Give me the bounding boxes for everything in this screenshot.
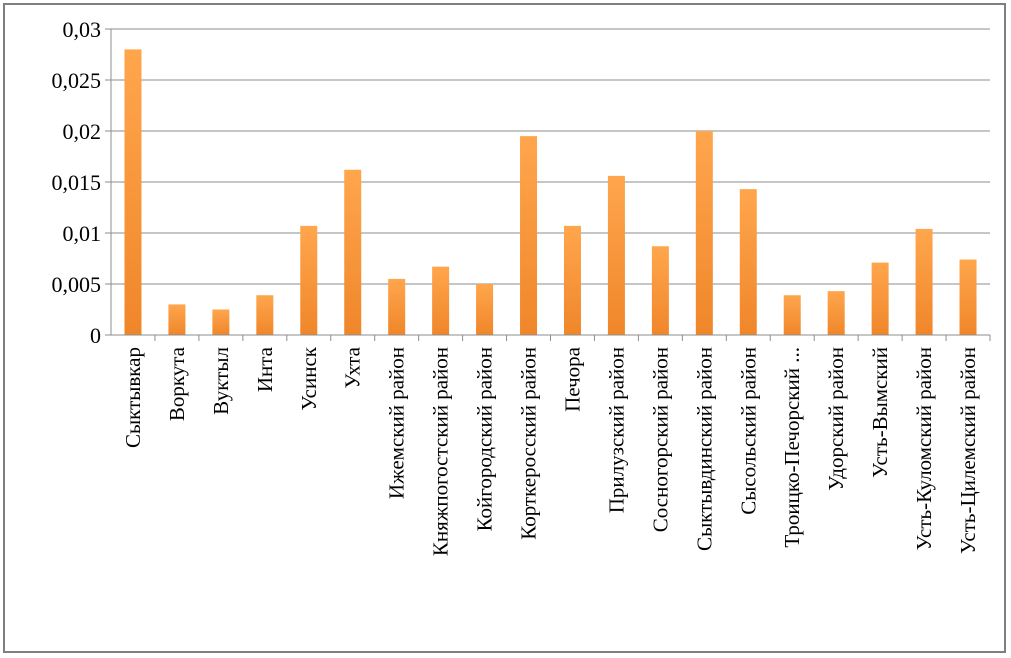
- gridlines: [105, 28, 990, 336]
- x-category-label: Усть-Куломский район: [912, 347, 936, 550]
- x-category-label: Инта: [253, 346, 277, 392]
- bar: [783, 295, 801, 335]
- bar: [607, 175, 625, 335]
- y-tick-label: 0,015: [52, 170, 102, 195]
- y-tick-label: 0,03: [63, 17, 102, 42]
- y-tick-label: 0: [90, 323, 101, 348]
- x-category-label: Воркута: [165, 346, 189, 421]
- x-category-label: Усть-Цилемский район: [956, 347, 980, 554]
- x-category-label: Удорский район: [824, 347, 848, 491]
- x-category-label: Койгородский район: [473, 347, 497, 531]
- bar: [300, 225, 318, 335]
- bar: [739, 189, 757, 335]
- bar-chart: 0 0,005 0,01 0,015 0,02 0,025 0,03 Сыктывкар Во…: [52, 17, 991, 556]
- bar: [256, 295, 274, 335]
- bar: [432, 266, 450, 335]
- x-category-label: Корткеросский район: [517, 347, 541, 540]
- bar: [168, 304, 186, 335]
- bar: [915, 228, 933, 335]
- axes: [110, 29, 991, 341]
- x-category-label: Сыктывкар: [121, 347, 145, 448]
- x-category-label: Усинск: [297, 346, 321, 410]
- x-category-label: Троицко-Печорский ...: [780, 347, 804, 548]
- bar: [827, 291, 845, 335]
- x-category-label: Ижемский район: [385, 347, 409, 499]
- bar: [212, 309, 230, 335]
- y-tick-label: 0,02: [63, 119, 102, 144]
- bar: [695, 131, 713, 335]
- x-category-label: Сыктывдинский район: [692, 347, 716, 551]
- y-tick-label: 0,025: [52, 68, 102, 93]
- bar: [959, 259, 977, 335]
- bar: [388, 278, 406, 335]
- x-category-label: Ухта: [341, 346, 365, 388]
- bar: [871, 262, 889, 335]
- bar: [563, 225, 581, 335]
- y-tick-label: 0,01: [63, 221, 102, 246]
- x-category-labels: Сыктывкар Воркута Вуктыл Инта Усинск Ухта Ижем…: [121, 346, 980, 556]
- bar: [124, 49, 142, 336]
- x-category-label: Усть-Вымский: [868, 347, 892, 478]
- bars: [124, 49, 977, 336]
- bar: [651, 246, 669, 335]
- x-category-label: Сысольский район: [736, 347, 760, 515]
- x-category-label: Сосногорский район: [648, 347, 672, 532]
- x-category-label: Печора: [560, 346, 584, 412]
- bar: [520, 136, 538, 335]
- chart-frame: 0 0,005 0,01 0,015 0,02 0,025 0,03 Сыктывкар Во…: [3, 3, 1006, 653]
- bar: [344, 169, 362, 335]
- y-tick-label: 0,005: [52, 272, 102, 297]
- x-category-label: Вуктыл: [209, 347, 233, 415]
- bar: [476, 284, 494, 335]
- y-tick-labels: 0 0,005 0,01 0,015 0,02 0,025 0,03: [52, 17, 102, 348]
- x-category-label: Княжпогостский район: [429, 347, 453, 556]
- x-category-label: Прилузский район: [604, 347, 628, 513]
